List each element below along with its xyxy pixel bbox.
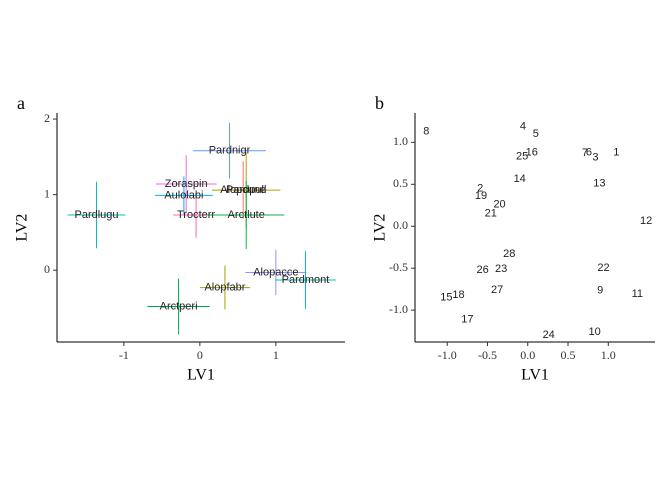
point-label: 7 [582, 147, 588, 159]
point-label: 21 [485, 208, 497, 220]
x-tick-label: 1.0 [601, 348, 616, 362]
point-label: 20 [493, 198, 505, 210]
point-label: Pardlugu [74, 209, 118, 221]
point-label: 6 [586, 146, 592, 158]
point-label: Alopacce [253, 266, 298, 278]
y-tick-label: 1 [44, 186, 50, 200]
panel-label: a [17, 93, 25, 113]
x-axis-title: LV1 [187, 367, 215, 384]
x-tick-label: 0.5 [561, 348, 576, 362]
point-label: 3 [592, 151, 598, 163]
point-label: Pardpull [226, 184, 266, 196]
x-axis-title: LV1 [521, 367, 549, 384]
point-label: 27 [491, 284, 503, 296]
point-label: 16 [526, 146, 538, 158]
point-label: 8 [423, 125, 429, 137]
point-label: Arctperi [160, 300, 198, 312]
point-label: 23 [495, 263, 507, 275]
x-tick-label: -0.5 [478, 348, 497, 362]
x-tick-label: -1.0 [438, 348, 457, 362]
point-label: 11 [632, 288, 643, 300]
point-label: Arctlute [228, 209, 265, 221]
point-label: 18 [452, 289, 464, 301]
point-label: Aulolabi [164, 189, 203, 201]
point-label: Pardnigr [209, 145, 251, 157]
point-label: 17 [461, 313, 473, 325]
x-tick-label: 0 [197, 348, 203, 362]
point-label: 13 [593, 177, 605, 189]
panel-label: b [375, 93, 384, 113]
y-tick-label: -1.0 [389, 302, 408, 316]
point-label: Zoraspin [165, 178, 208, 190]
x-tick-label: 0.0 [520, 348, 535, 362]
point-label: 2 [477, 182, 483, 194]
point-label: Alopfabr [204, 281, 245, 293]
y-axis-title: LV2 [372, 214, 389, 242]
point-label: 22 [597, 262, 609, 274]
point-label: 5 [533, 128, 539, 140]
point-label: 15 [440, 291, 452, 303]
point-label: 25 [516, 151, 528, 163]
y-axis-title: LV2 [14, 214, 31, 242]
point-label: 9 [597, 285, 603, 297]
point-label: 28 [503, 248, 515, 260]
point-label: 1 [613, 146, 619, 158]
y-tick-label: 1.0 [393, 134, 408, 148]
y-tick-label: -0.5 [389, 260, 408, 274]
point-label: 24 [543, 329, 555, 341]
point-label: 19 [475, 190, 487, 202]
point-label: 14 [514, 173, 526, 185]
point-label: 12 [640, 215, 652, 227]
y-tick-label: 0.0 [393, 218, 408, 232]
point-label: Trocterr [177, 209, 215, 221]
point-label: 26 [477, 264, 489, 276]
point-label: 4 [520, 120, 526, 132]
y-tick-label: 0.5 [393, 176, 408, 190]
y-tick-label: 0 [44, 262, 50, 276]
point-label: Pardmont [282, 274, 330, 286]
x-tick-label: -1 [119, 348, 129, 362]
point-label: 10 [588, 326, 600, 338]
point-label: Alopcune [220, 184, 266, 196]
y-tick-label: 2 [44, 111, 50, 125]
x-tick-label: 1 [273, 348, 279, 362]
